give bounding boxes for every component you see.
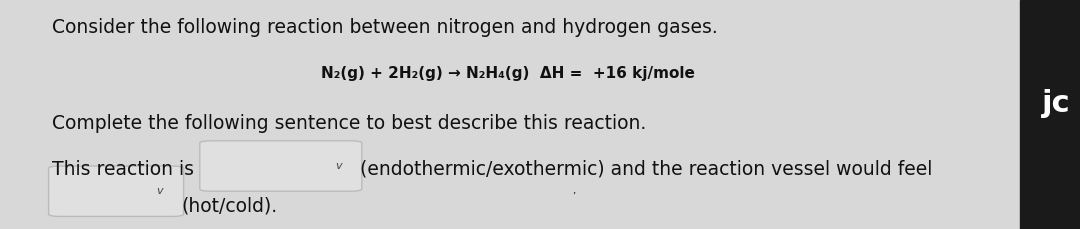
Text: (endothermic/exothermic) and the reaction vessel would feel: (endothermic/exothermic) and the reactio…	[360, 160, 932, 179]
Text: N₂(g) + 2H₂(g) → N₂H₄(g)  ΔH =  +16 kj/mole: N₂(g) + 2H₂(g) → N₂H₄(g) ΔH = +16 kj/mol…	[321, 66, 694, 81]
Text: Complete the following sentence to best describe this reaction.: Complete the following sentence to best …	[52, 114, 646, 133]
Text: This reaction is: This reaction is	[52, 160, 193, 179]
Text: v: v	[335, 161, 341, 171]
Text: ’: ’	[572, 192, 576, 202]
FancyBboxPatch shape	[49, 166, 184, 216]
FancyBboxPatch shape	[200, 141, 362, 191]
Text: Consider the following reaction between nitrogen and hydrogen gases.: Consider the following reaction between …	[52, 18, 717, 37]
Text: v: v	[157, 186, 163, 196]
Text: jc: jc	[1042, 89, 1071, 117]
Text: (hot/cold).: (hot/cold).	[181, 197, 278, 215]
Bar	[1020, 0, 1080, 229]
